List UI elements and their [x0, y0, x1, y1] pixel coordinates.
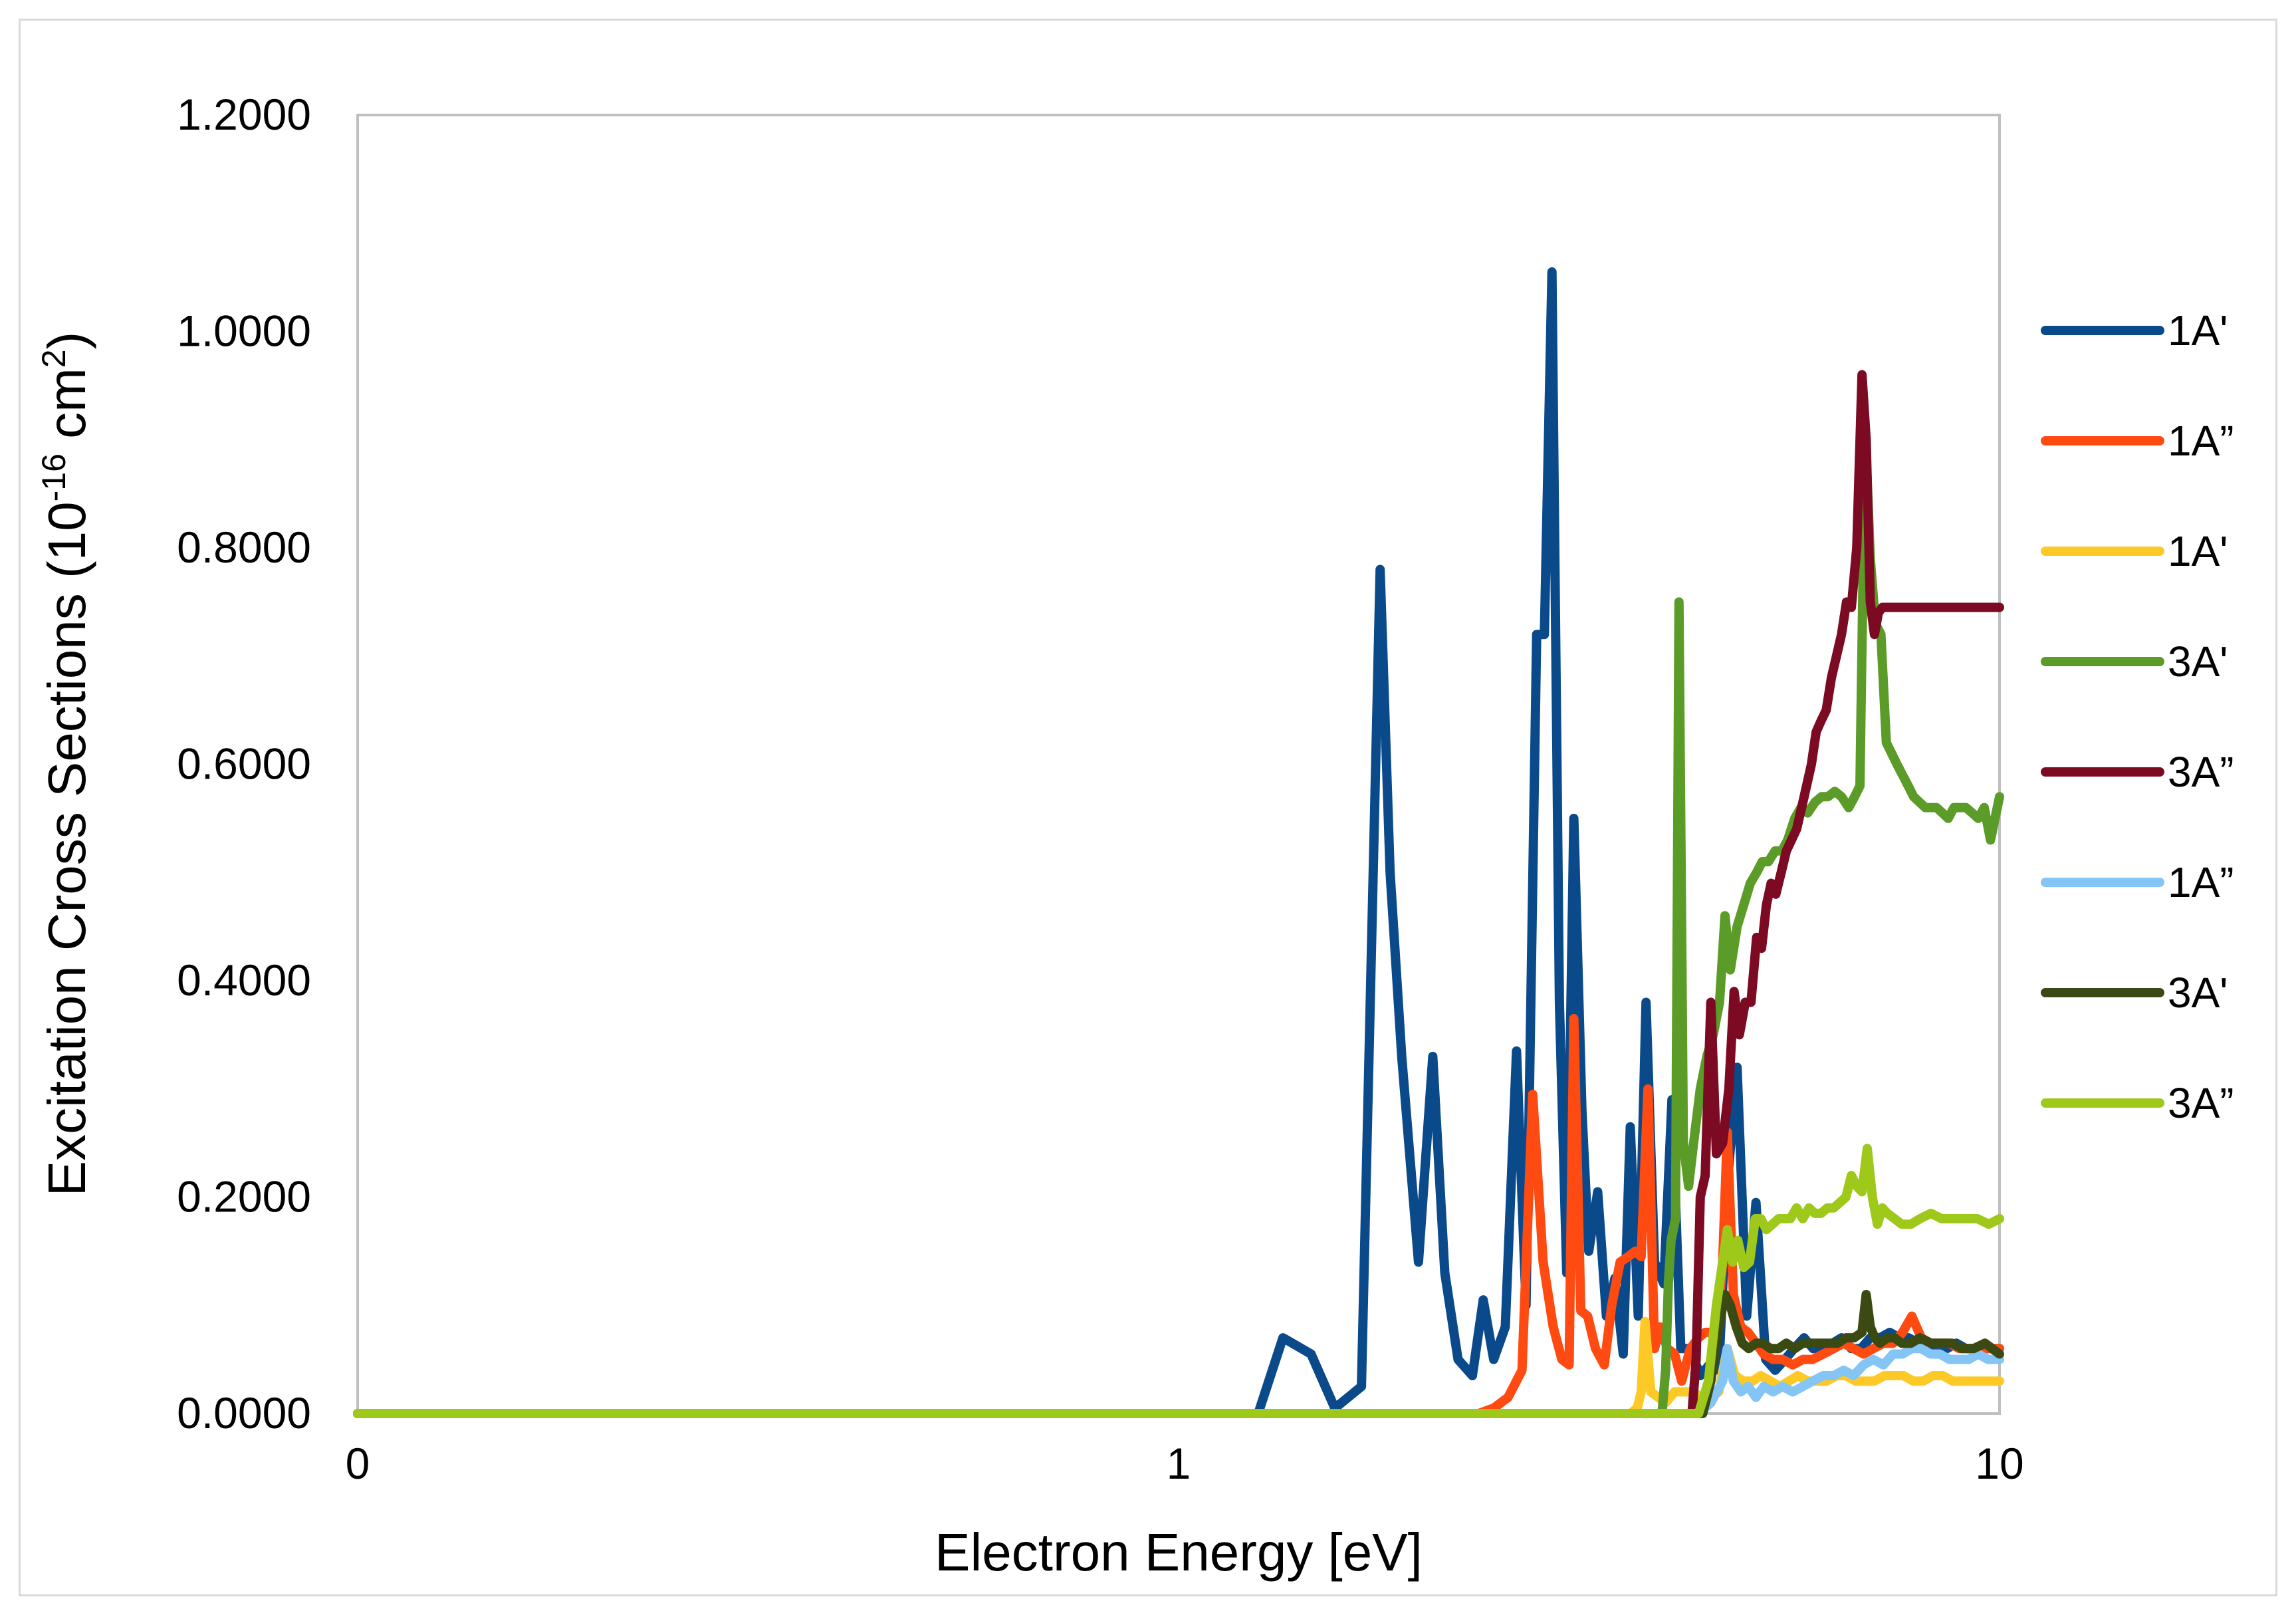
x-tick-label: 0: [346, 1439, 370, 1488]
series-group: [353, 267, 2004, 1418]
y-axis-title-exponent: -16: [35, 453, 72, 501]
y-tick-label: 0.8000: [177, 523, 311, 572]
legend: 1A' 1A” 1A' 3A' 3A” 1A” 3A' 3A”: [2041, 307, 2234, 1127]
series-line-4: [353, 424, 2004, 1418]
y-axis-title-unit-exponent: 2: [35, 349, 72, 368]
chart-frame: [19, 19, 2277, 1596]
series-line-6: [353, 1344, 2004, 1418]
y-tick-label: 0.0000: [177, 1388, 311, 1437]
x-tick-labels: 0 1 10: [346, 1439, 2024, 1488]
y-tick-label: 1.2000: [177, 90, 311, 139]
legend-label: 3A': [2168, 638, 2228, 685]
y-tick-label: 1.0000: [177, 307, 311, 356]
series-line-5: [353, 370, 2004, 1418]
y-tick-label: 0.6000: [177, 739, 311, 789]
series-line-7: [353, 1290, 2004, 1418]
y-axis-title-main: Excitation Cross Sections (10: [37, 501, 96, 1196]
legend-label: 3A': [2168, 969, 2228, 1017]
legend-label: 1A”: [2168, 858, 2234, 906]
x-axis-title: Electron Energy [eV]: [935, 1523, 1423, 1582]
legend-label: 1A”: [2168, 417, 2234, 465]
legend-label: 3A”: [2168, 1079, 2234, 1127]
y-tick-labels: 0.0000 0.2000 0.4000 0.6000 0.8000 1.0000 1.20…: [177, 90, 311, 1437]
y-axis-title: Excitation Cross Sections (10-16 cm2): [35, 332, 96, 1196]
y-tick-label: 0.4000: [177, 955, 311, 1005]
x-tick-label: 1: [1167, 1439, 1191, 1488]
legend-label: 1A': [2168, 307, 2228, 354]
legend-label: 1A': [2168, 527, 2228, 575]
y-axis-title-close: ): [37, 332, 96, 350]
y-axis-title-unit: cm: [37, 368, 96, 453]
x-tick-label: 10: [1975, 1439, 2023, 1488]
y-tick-label: 0.2000: [177, 1172, 311, 1221]
legend-label: 3A”: [2168, 748, 2234, 796]
series-line-8: [353, 1144, 2004, 1418]
